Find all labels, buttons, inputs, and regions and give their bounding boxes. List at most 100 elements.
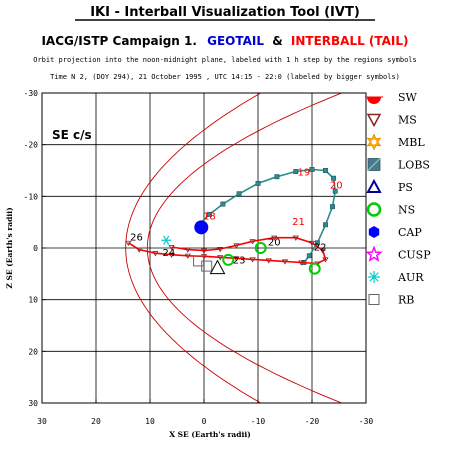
y-tick-label: 20 bbox=[28, 347, 38, 356]
legend-item: CAP bbox=[368, 226, 422, 239]
sw-half-sun-icon bbox=[365, 96, 383, 104]
campaign-amp: & bbox=[272, 34, 282, 48]
hour-label: 24 bbox=[163, 248, 176, 259]
series-point bbox=[332, 188, 338, 194]
series-point bbox=[292, 235, 299, 241]
legend-label: RB bbox=[398, 294, 414, 307]
cusp-star-icon bbox=[365, 245, 383, 262]
legend-label: MBL bbox=[398, 136, 425, 149]
campaign-title: IACG/ISTP Campaign 1. GEOTAIL & INTERBAL… bbox=[41, 34, 408, 48]
rb-square-icon bbox=[368, 294, 380, 305]
series-point bbox=[184, 253, 191, 259]
marker-ps bbox=[209, 259, 226, 275]
legend-label: SW bbox=[398, 91, 418, 104]
marker-ns bbox=[222, 253, 235, 266]
legend-label: CUSP bbox=[398, 249, 431, 262]
series-point bbox=[233, 243, 240, 249]
series-point bbox=[255, 180, 261, 186]
hour-label: 23 bbox=[233, 256, 246, 267]
series-point bbox=[200, 254, 208, 260]
series-point bbox=[293, 169, 299, 174]
series-point bbox=[308, 240, 316, 247]
legend-item: AUR bbox=[368, 271, 424, 284]
hour-label: 26 bbox=[130, 232, 143, 243]
campaign-interball: INTERBALL (TAIL) bbox=[291, 34, 409, 48]
x-tick-label: 10 bbox=[145, 417, 155, 426]
orbit-series bbox=[125, 167, 338, 267]
marker-rb bbox=[201, 260, 213, 272]
campaign-prefix: IACG/ISTP Campaign 1. bbox=[41, 34, 196, 48]
legend-item: SW bbox=[365, 91, 418, 104]
x-tick-label: -30 bbox=[359, 417, 374, 426]
series-line-1 bbox=[127, 236, 327, 265]
series-point bbox=[136, 247, 143, 253]
series-point bbox=[168, 244, 175, 251]
y-tick-label: 30 bbox=[28, 399, 38, 408]
legend: SW MS MBL LOBS PS NS CAP CUSP AUR RB bbox=[365, 91, 431, 307]
legend-item: MS bbox=[366, 113, 417, 128]
legend-label: LOBS bbox=[398, 159, 430, 172]
legend-item: PS bbox=[366, 178, 413, 194]
legend-label: AUR bbox=[397, 271, 424, 284]
grid bbox=[42, 93, 366, 403]
legend-label: NS bbox=[398, 204, 415, 217]
x-tick-labels: 30 20 10 0 -10 -20 -30 bbox=[37, 399, 373, 426]
legend-label: PS bbox=[398, 181, 413, 194]
region-boundaries bbox=[125, 93, 343, 403]
y-tick-label: -30 bbox=[24, 89, 39, 98]
x-tick-label: 30 bbox=[37, 417, 47, 426]
hour-label: 20 bbox=[330, 181, 343, 192]
hour-label: 22 bbox=[314, 243, 327, 254]
legend-item: MBL bbox=[366, 133, 425, 151]
series-point bbox=[319, 248, 326, 254]
series-point bbox=[281, 259, 289, 265]
frame-label: SE c/s bbox=[52, 128, 92, 142]
series-point bbox=[265, 258, 272, 264]
series-point bbox=[330, 204, 335, 210]
time-line: Time N 2, (DOY 294), 21 October 1995 , U… bbox=[50, 73, 400, 81]
series-point bbox=[152, 251, 159, 257]
hour-label: 19 bbox=[298, 168, 311, 179]
hour-label: 20 bbox=[268, 237, 281, 248]
y-tick-label: -10 bbox=[24, 192, 39, 201]
cap-hexagon-icon bbox=[368, 226, 380, 238]
series-point bbox=[168, 252, 175, 258]
series-point bbox=[314, 240, 320, 246]
series-point bbox=[200, 248, 208, 254]
app-title: IKI - Interball Visualization Tool (IVT) bbox=[90, 5, 360, 20]
series-point bbox=[217, 247, 224, 253]
series-point bbox=[331, 175, 337, 181]
series-point bbox=[249, 257, 256, 263]
legend-label: CAP bbox=[398, 226, 422, 239]
marker-ns bbox=[254, 242, 267, 254]
x-tick-label: 20 bbox=[91, 417, 101, 426]
series-point bbox=[220, 201, 226, 207]
ms-down-triangle-icon bbox=[366, 113, 382, 128]
x-axis-label: X SE (Earth's radii) bbox=[169, 430, 251, 439]
mbl-star-icon bbox=[366, 133, 382, 151]
marker-cap bbox=[194, 220, 209, 235]
marker-ns bbox=[308, 262, 321, 275]
series-point bbox=[249, 239, 256, 245]
hour-labels: 19 20 21 18 22 20 26 24 23 bbox=[130, 168, 343, 267]
series-point bbox=[298, 260, 305, 266]
series-point bbox=[236, 191, 242, 197]
ns-circle-icon bbox=[366, 202, 382, 217]
hour-label: 18 bbox=[203, 212, 216, 223]
y-tick-label: -20 bbox=[24, 141, 39, 150]
y-tick-label: 10 bbox=[28, 296, 38, 305]
big-markers bbox=[161, 220, 321, 275]
x-tick-label: -20 bbox=[305, 417, 320, 426]
boundary-magnetopause bbox=[146, 93, 343, 403]
series-point bbox=[323, 222, 328, 228]
ps-triangle-icon bbox=[366, 178, 382, 193]
legend-item: NS bbox=[366, 202, 415, 217]
series-point bbox=[274, 174, 280, 180]
x-tick-label: 0 bbox=[202, 417, 207, 426]
hour-label: 21 bbox=[292, 217, 305, 228]
y-tick-labels: -30 -20 -10 0 10 20 30 bbox=[24, 89, 46, 408]
aur-asterisk-icon bbox=[368, 271, 380, 283]
series-point bbox=[125, 240, 132, 247]
subtitle: Orbit projection into the noon-midnight … bbox=[33, 56, 417, 64]
